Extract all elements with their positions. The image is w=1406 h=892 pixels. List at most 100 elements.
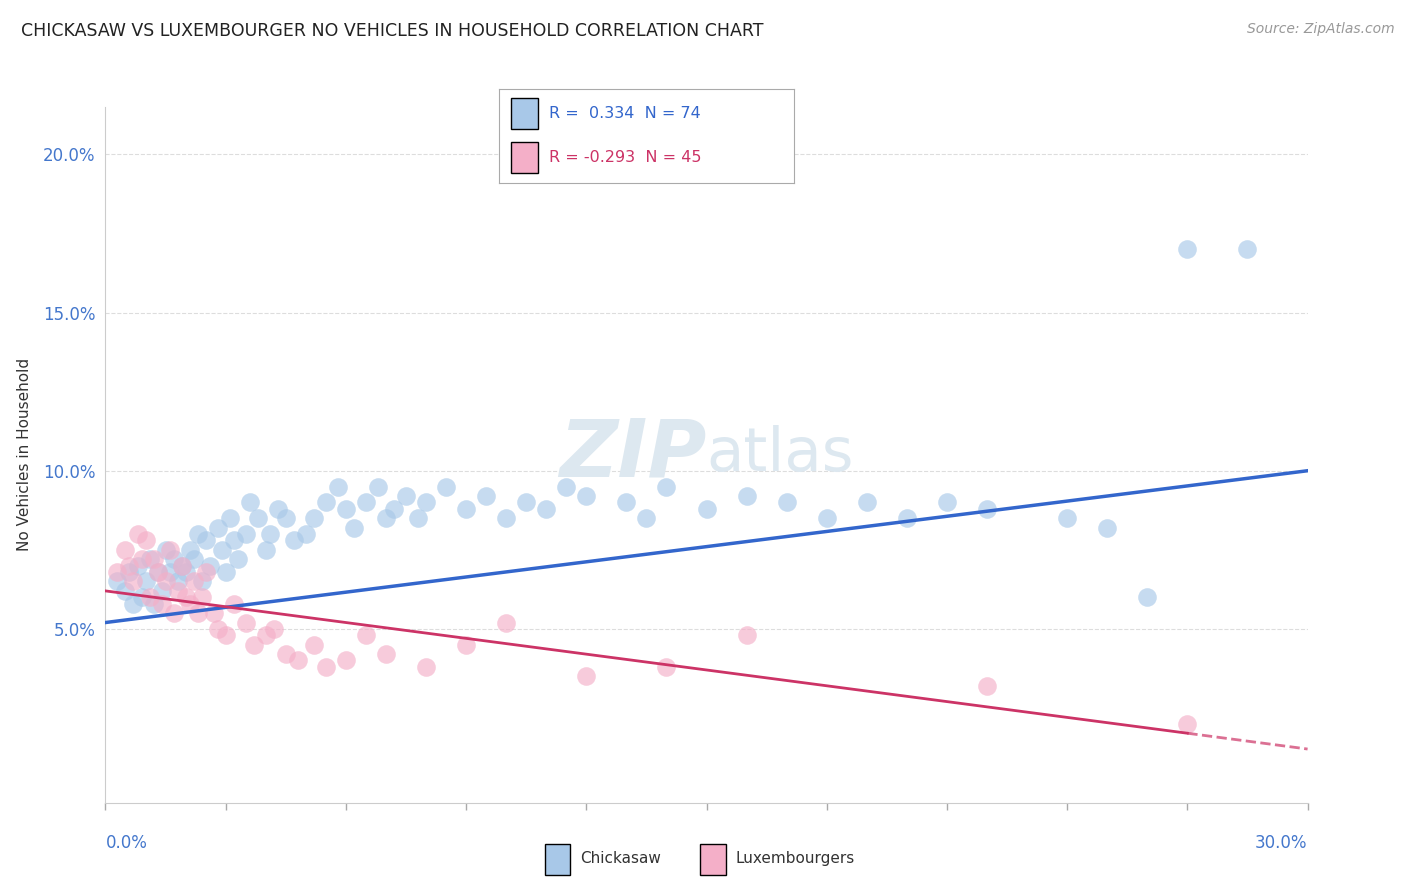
Point	[207, 622, 229, 636]
Point	[263, 622, 285, 636]
FancyBboxPatch shape	[700, 844, 725, 874]
Point	[159, 565, 181, 579]
Point	[354, 495, 377, 509]
Point	[118, 565, 141, 579]
Point	[174, 591, 197, 605]
Point	[107, 565, 129, 579]
Point	[1136, 591, 1159, 605]
Point	[374, 647, 398, 661]
Point	[575, 489, 598, 503]
Point	[239, 495, 262, 509]
Point	[135, 574, 157, 589]
Point	[150, 597, 173, 611]
Text: R =  0.334  N = 74: R = 0.334 N = 74	[550, 106, 702, 121]
Point	[198, 558, 221, 573]
Point	[855, 495, 877, 509]
Point	[815, 511, 838, 525]
Point	[194, 533, 217, 548]
Point	[395, 489, 418, 503]
Point	[655, 660, 678, 674]
Point	[246, 511, 269, 525]
Point	[162, 606, 184, 620]
Point	[166, 583, 188, 598]
Point	[235, 615, 257, 630]
Point	[214, 628, 236, 642]
Point	[127, 558, 149, 573]
Point	[1177, 716, 1199, 731]
Point	[1056, 511, 1078, 525]
Point	[122, 597, 145, 611]
Text: CHICKASAW VS LUXEMBOURGER NO VEHICLES IN HOUSEHOLD CORRELATION CHART: CHICKASAW VS LUXEMBOURGER NO VEHICLES IN…	[21, 22, 763, 40]
Point	[534, 501, 557, 516]
Point	[155, 542, 177, 557]
Point	[174, 565, 197, 579]
Point	[114, 583, 136, 598]
Text: 30.0%: 30.0%	[1256, 834, 1308, 853]
Point	[179, 597, 201, 611]
Point	[142, 552, 165, 566]
FancyBboxPatch shape	[510, 142, 537, 173]
Point	[616, 495, 638, 509]
Text: ZIP: ZIP	[560, 416, 707, 494]
Point	[343, 521, 366, 535]
Point	[555, 479, 578, 493]
Point	[936, 495, 959, 509]
Point	[1097, 521, 1119, 535]
Point	[127, 527, 149, 541]
Point	[222, 533, 245, 548]
Point	[776, 495, 799, 509]
Point	[287, 653, 309, 667]
FancyBboxPatch shape	[510, 97, 537, 129]
Point	[218, 511, 240, 525]
Point	[415, 495, 437, 509]
Y-axis label: No Vehicles in Household: No Vehicles in Household	[17, 359, 32, 551]
Point	[283, 533, 305, 548]
Point	[254, 542, 277, 557]
Point	[211, 542, 233, 557]
Point	[495, 615, 517, 630]
Point	[454, 501, 477, 516]
Point	[166, 574, 188, 589]
Point	[155, 574, 177, 589]
Text: 0.0%: 0.0%	[105, 834, 148, 853]
FancyBboxPatch shape	[544, 844, 571, 874]
Point	[976, 679, 998, 693]
Point	[146, 565, 169, 579]
Point	[235, 527, 257, 541]
Text: R = -0.293  N = 45: R = -0.293 N = 45	[550, 150, 702, 165]
Point	[382, 501, 405, 516]
Point	[515, 495, 537, 509]
Point	[131, 591, 153, 605]
Point	[254, 628, 277, 642]
Text: Chickasaw: Chickasaw	[581, 852, 661, 866]
Point	[696, 501, 718, 516]
Point	[214, 565, 236, 579]
Point	[138, 591, 160, 605]
Point	[187, 527, 209, 541]
Text: atlas: atlas	[707, 425, 853, 484]
Point	[135, 533, 157, 548]
Point	[183, 552, 205, 566]
Point	[495, 511, 517, 525]
Point	[735, 489, 758, 503]
Point	[183, 574, 205, 589]
Point	[274, 647, 297, 661]
Point	[406, 511, 429, 525]
Point	[170, 558, 193, 573]
Point	[1236, 243, 1258, 257]
Point	[735, 628, 758, 642]
Point	[150, 583, 173, 598]
Point	[315, 660, 337, 674]
Point	[146, 565, 169, 579]
Point	[118, 558, 141, 573]
Point	[131, 552, 153, 566]
Point	[170, 558, 193, 573]
Point	[454, 638, 477, 652]
Point	[636, 511, 658, 525]
Point	[575, 669, 598, 683]
Text: Source: ZipAtlas.com: Source: ZipAtlas.com	[1247, 22, 1395, 37]
Point	[896, 511, 918, 525]
Point	[138, 552, 160, 566]
Point	[374, 511, 398, 525]
Point	[655, 479, 678, 493]
